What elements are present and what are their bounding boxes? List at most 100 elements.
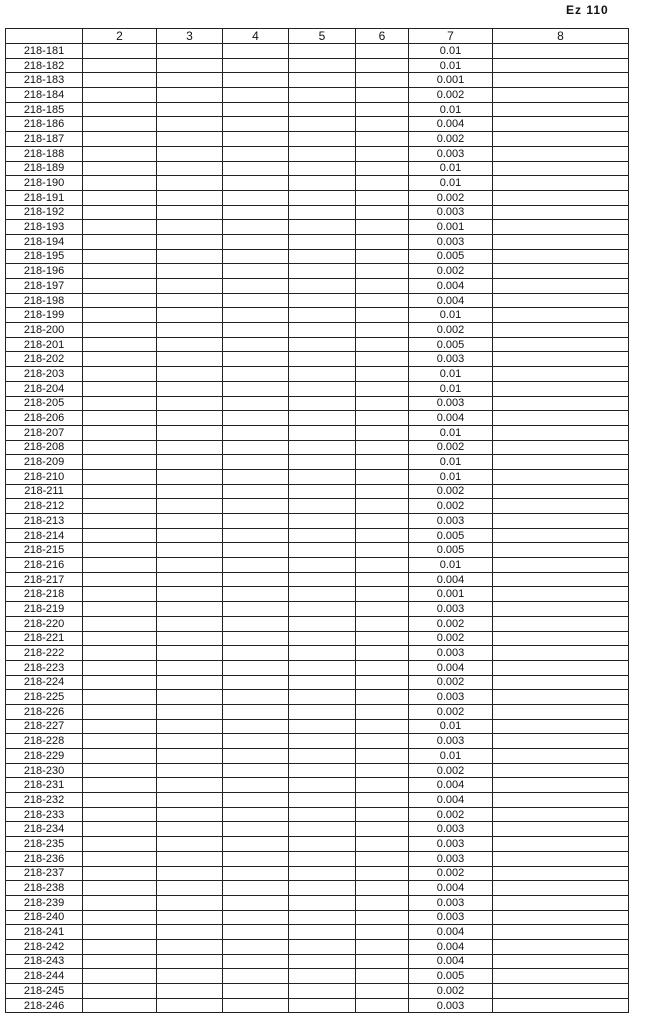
empty-cell [82,248,157,265]
empty-cell [222,718,289,735]
sample-id-cell: 218-223 [5,659,83,676]
empty-cell [355,395,409,412]
empty-cell [492,351,629,368]
empty-cell [156,718,223,735]
empty-cell [288,248,356,265]
empty-cell [222,292,289,309]
empty-cell [288,571,356,588]
empty-cell [492,733,629,749]
empty-cell [222,586,289,603]
empty-cell [222,410,289,426]
empty-cell [156,850,223,867]
empty-cell [222,601,289,617]
empty-cell [492,131,629,147]
empty-cell [222,219,289,235]
empty-cell [82,307,157,324]
empty-cell [492,557,629,573]
empty-cell [156,601,223,617]
empty-cell [288,87,356,103]
empty-cell [82,938,157,955]
empty-cell [355,865,409,882]
empty-cell [222,557,289,573]
empty-cell [156,777,223,794]
empty-cell [222,850,289,867]
value-cell: 0.01 [408,175,493,191]
empty-cell [492,762,629,779]
empty-cell [82,718,157,735]
empty-cell [355,116,409,133]
empty-cell [288,116,356,133]
empty-cell [355,571,409,588]
table-row: 218-199 0.01 [5,307,629,324]
empty-cell [288,513,356,529]
table-row: 218-239 0.003 [5,894,629,911]
empty-cell [156,821,223,838]
empty-cell [156,689,223,705]
empty-cell [156,733,223,749]
empty-cell [355,615,409,632]
empty-cell [355,659,409,676]
empty-cell [156,836,223,852]
value-cell: 0.004 [408,410,493,426]
empty-cell [156,880,223,896]
empty-cell [82,57,157,74]
empty-cell [355,292,409,309]
empty-cell [82,43,157,59]
sample-id-cell: 218-228 [5,733,83,749]
empty-cell [288,483,356,500]
sample-id-cell: 218-204 [5,380,83,397]
sample-id-cell: 218-196 [5,263,83,279]
empty-cell [355,160,409,177]
table-row: 218-237 0.002 [5,865,629,882]
sample-id-cell: 218-203 [5,366,83,382]
value-cell: 0.002 [408,762,493,779]
empty-cell [222,997,289,1014]
empty-cell [288,601,356,617]
sample-id-cell: 218-209 [5,454,83,470]
table-row: 218-246 0.003 [5,997,629,1014]
value-cell: 0.003 [408,894,493,911]
sample-id-cell: 218-193 [5,219,83,235]
empty-cell [288,894,356,911]
value-cell: 0.002 [408,615,493,632]
empty-cell [355,792,409,808]
sample-id-cell: 218-190 [5,175,83,191]
empty-cell [355,924,409,940]
table-row: 218-230 0.002 [5,762,629,779]
value-cell: 0.003 [408,351,493,368]
empty-cell [156,865,223,882]
value-cell: 0.005 [408,527,493,544]
empty-cell [156,762,223,779]
empty-cell [492,439,629,456]
empty-cell [222,366,289,382]
empty-cell [82,748,157,764]
empty-cell [82,380,157,397]
empty-cell [492,792,629,808]
empty-cell [82,160,157,177]
empty-cell [82,131,157,147]
empty-cell [222,278,289,294]
value-cell: 0.004 [408,571,493,588]
empty-cell [82,336,157,353]
empty-cell [355,968,409,984]
empty-cell [222,777,289,794]
empty-cell [156,131,223,147]
empty-cell [82,513,157,529]
table-row: 218-201 0.005 [5,336,629,353]
value-cell: 0.01 [408,366,493,382]
value-cell: 0.002 [408,263,493,279]
empty-cell [288,718,356,735]
table-row: 218-214 0.005 [5,527,629,544]
empty-cell [288,821,356,838]
empty-cell [222,43,289,59]
table-row: 218-226 0.002 [5,703,629,720]
empty-cell [156,968,223,984]
empty-cell [355,248,409,265]
empty-cell [82,424,157,441]
empty-cell [222,72,289,89]
empty-cell [82,527,157,544]
empty-cell [222,248,289,265]
empty-cell [492,410,629,426]
empty-cell [222,645,289,661]
empty-cell [355,983,409,999]
